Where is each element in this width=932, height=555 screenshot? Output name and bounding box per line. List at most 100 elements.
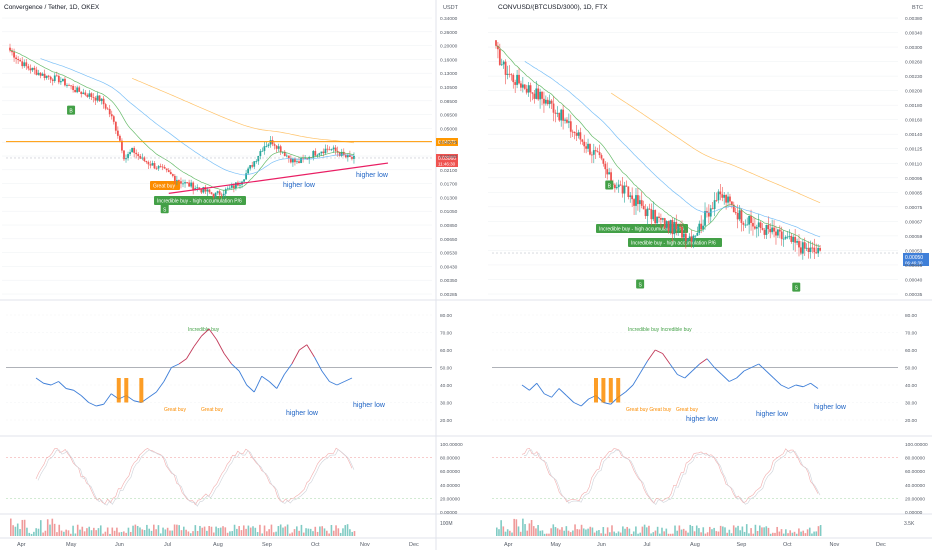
right-incredible-buy-label-2: Incredible buy - high accumulation P/6 xyxy=(628,238,722,247)
left-rsi-line-segment xyxy=(43,382,52,386)
right-candle xyxy=(746,224,749,226)
left-volume-bar xyxy=(222,526,224,536)
left-rsi-line-segment xyxy=(321,370,330,382)
left-volume-bar xyxy=(69,533,72,536)
right-volume-bar xyxy=(730,533,733,536)
right-chart-title: CONVUSD/(BTCUSD/3000), 1D, FTX xyxy=(498,4,608,11)
right-volume-bar xyxy=(522,518,524,536)
left-candle xyxy=(228,187,231,189)
right-candle xyxy=(702,225,705,230)
right-volume-bar xyxy=(652,532,655,536)
right-candle xyxy=(648,208,651,210)
right-axis-unit: BTC xyxy=(912,5,923,11)
left-candle xyxy=(47,75,50,77)
left-candle xyxy=(19,60,22,62)
left-candle xyxy=(82,92,85,95)
right-candle xyxy=(525,88,528,93)
left-candle xyxy=(173,175,176,181)
left-candle xyxy=(31,67,34,71)
left-candle xyxy=(66,85,68,86)
left-candle xyxy=(139,155,142,159)
left-candle xyxy=(216,191,219,193)
left-volume-bar xyxy=(81,526,84,536)
right-price-tick: 0.00200 xyxy=(905,89,923,95)
right-volume-bar xyxy=(756,530,759,536)
left-candle xyxy=(235,182,237,189)
left-volume-bar xyxy=(261,533,264,536)
right-candle xyxy=(512,74,515,83)
left-volume-bar xyxy=(157,525,160,536)
right-candle xyxy=(669,220,672,232)
right-volume-bar xyxy=(602,527,605,536)
left-candle xyxy=(190,182,193,187)
left-candle xyxy=(243,179,245,182)
right-candle xyxy=(660,217,662,220)
left-candle xyxy=(84,92,87,95)
right-rsi-line-segment xyxy=(536,382,545,395)
right-candle xyxy=(784,236,787,239)
right-candle xyxy=(510,74,513,76)
left-candle xyxy=(155,168,158,170)
left-candle xyxy=(259,151,262,156)
left-rsi-line-segment xyxy=(299,344,308,351)
left-candle xyxy=(312,150,315,158)
left-candle xyxy=(135,152,138,155)
right-volume-bar xyxy=(713,527,715,536)
right-stoch-tick: 100.00000 xyxy=(905,442,928,448)
left-volume-bar xyxy=(93,527,95,536)
right-volume-bar xyxy=(500,520,502,536)
right-volume-bar xyxy=(680,529,683,536)
right-candle xyxy=(619,184,622,186)
right-candle xyxy=(686,238,689,241)
left-month-label: Jun xyxy=(115,542,124,548)
right-candle xyxy=(765,224,768,235)
right-volume-bar xyxy=(643,524,646,536)
right-candle xyxy=(590,154,593,156)
left-candle xyxy=(43,73,46,78)
right-candle xyxy=(742,222,745,225)
right-candle xyxy=(587,143,589,149)
right-signal-marker-label: S xyxy=(795,286,799,292)
left-volume-bar xyxy=(231,531,234,536)
left-candle xyxy=(292,158,294,163)
right-volume-bar xyxy=(506,529,509,536)
right-candle xyxy=(815,252,818,254)
left-candle xyxy=(188,182,191,187)
right-volume-bar xyxy=(769,533,772,536)
left-candle xyxy=(344,154,347,158)
left-candle xyxy=(330,149,333,151)
left-rsi-line-segment xyxy=(103,393,112,405)
right-volume-bar xyxy=(772,532,774,536)
right-candle xyxy=(807,247,810,253)
left-candle xyxy=(143,157,146,162)
right-price-tick: 0.00110 xyxy=(905,161,922,167)
right-volume-bar xyxy=(735,527,737,536)
left-candle xyxy=(271,140,274,145)
right-candle xyxy=(506,73,509,75)
right-rsi-line-segment xyxy=(603,402,611,405)
left-stoch-tick: 80.00000 xyxy=(440,456,460,462)
right-volume-bar xyxy=(600,533,602,536)
left-volume-bar xyxy=(102,533,104,536)
right-volume-bar xyxy=(724,527,726,536)
right-candle xyxy=(723,195,726,198)
left-price-tick: 0.00350 xyxy=(440,278,458,284)
right-candle xyxy=(502,61,505,65)
left-volume-bar xyxy=(187,531,190,536)
left-volume-bar xyxy=(164,529,167,536)
left-price-tick: 0.00430 xyxy=(440,264,458,270)
right-volume-bar xyxy=(808,527,811,536)
right-volume-bar xyxy=(615,533,618,536)
right-volume-bar xyxy=(632,531,635,536)
left-candle xyxy=(96,95,99,101)
left-candle xyxy=(163,167,166,169)
left-volume-bar xyxy=(63,531,65,536)
left-volume-bar xyxy=(23,519,26,536)
left-volume-bar xyxy=(319,526,321,536)
left-volume-bar xyxy=(28,532,31,536)
right-rsi-line-segment xyxy=(669,363,678,375)
right-volume-bar xyxy=(661,527,663,536)
left-candle xyxy=(302,158,304,159)
left-candle xyxy=(279,146,282,153)
right-price-tick: 0.00300 xyxy=(905,45,923,51)
